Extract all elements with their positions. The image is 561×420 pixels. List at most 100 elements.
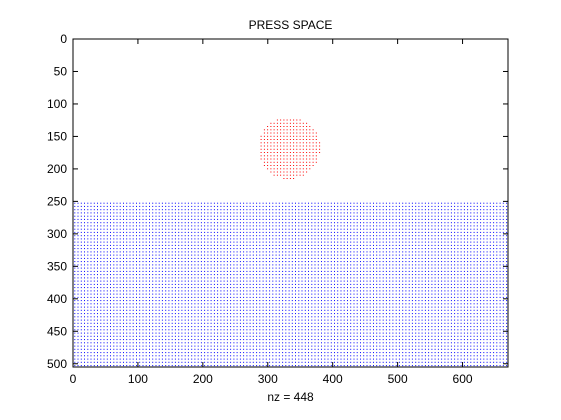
data-point (288, 225, 290, 227)
data-point (363, 270, 365, 272)
data-point (347, 202, 348, 204)
data-point (213, 244, 215, 246)
data-point (87, 283, 89, 285)
data-point (161, 264, 163, 266)
data-point (168, 332, 170, 334)
data-point (100, 352, 102, 354)
data-point (123, 306, 124, 308)
data-point (80, 261, 82, 263)
data-point (289, 122, 291, 124)
data-point (249, 228, 251, 230)
data-point (139, 251, 141, 253)
data-point (77, 313, 79, 315)
data-point (278, 300, 280, 302)
data-point (272, 316, 274, 318)
data-point (324, 332, 326, 334)
data-point (353, 293, 355, 295)
data-point (243, 251, 245, 253)
data-point (278, 235, 280, 237)
data-point (272, 235, 274, 237)
data-point (327, 238, 329, 240)
data-point (269, 342, 271, 344)
data-point (126, 225, 128, 227)
data-point (161, 254, 163, 256)
data-point (226, 248, 228, 250)
data-point (275, 218, 277, 220)
data-point (191, 332, 193, 334)
data-point (97, 267, 98, 269)
data-point (249, 257, 251, 259)
data-point (93, 205, 95, 207)
data-point (113, 238, 115, 240)
data-point (265, 244, 267, 246)
data-point (293, 122, 295, 124)
data-point (256, 322, 258, 324)
data-point (289, 126, 291, 127)
data-point (168, 222, 170, 224)
data-point (103, 254, 105, 256)
data-point (84, 280, 85, 282)
data-point (246, 319, 248, 321)
data-point (126, 287, 128, 289)
data-point (267, 145, 269, 147)
data-point (187, 335, 189, 337)
data-point (161, 261, 163, 263)
data-point (347, 365, 348, 367)
data-point (84, 235, 85, 237)
data-point (269, 274, 271, 276)
data-point (97, 283, 98, 285)
data-point (97, 222, 98, 224)
data-point (210, 280, 212, 282)
data-point (210, 355, 212, 357)
data-point (363, 248, 365, 250)
data-point (330, 238, 332, 240)
data-point (262, 322, 264, 324)
data-point (155, 313, 157, 315)
data-point (210, 361, 212, 363)
data-point (343, 361, 345, 363)
data-point (123, 261, 124, 263)
data-point (174, 277, 176, 279)
data-point (207, 319, 209, 321)
data-point (161, 345, 163, 347)
data-point (97, 339, 98, 341)
data-point (256, 313, 258, 315)
data-point (84, 332, 85, 334)
data-point (291, 335, 293, 337)
data-point (197, 261, 199, 263)
data-point (226, 342, 228, 344)
data-point (317, 244, 319, 246)
data-point (233, 316, 235, 318)
data-point (330, 345, 332, 347)
data-point (87, 248, 89, 250)
data-point (295, 202, 296, 204)
data-point (343, 231, 345, 233)
data-point (168, 316, 170, 318)
data-point (178, 319, 180, 321)
data-point (100, 309, 102, 311)
data-point (309, 152, 311, 153)
data-point (347, 339, 348, 341)
data-point (233, 358, 235, 360)
data-point (181, 296, 183, 298)
data-point (223, 326, 225, 328)
data-point (246, 342, 248, 344)
data-point (93, 335, 95, 337)
data-point (262, 355, 264, 357)
data-point (337, 358, 339, 360)
data-point (314, 316, 316, 318)
data-point (252, 202, 254, 204)
data-point (243, 264, 245, 266)
data-point (301, 274, 303, 276)
data-point (249, 339, 251, 341)
data-point (366, 345, 368, 347)
data-point (161, 329, 163, 331)
data-point (171, 222, 173, 224)
data-point (278, 277, 280, 279)
data-point (272, 361, 274, 363)
data-point (136, 244, 137, 246)
data-point (278, 326, 280, 328)
data-point (161, 287, 163, 289)
data-point (119, 365, 121, 367)
data-point (178, 339, 180, 341)
